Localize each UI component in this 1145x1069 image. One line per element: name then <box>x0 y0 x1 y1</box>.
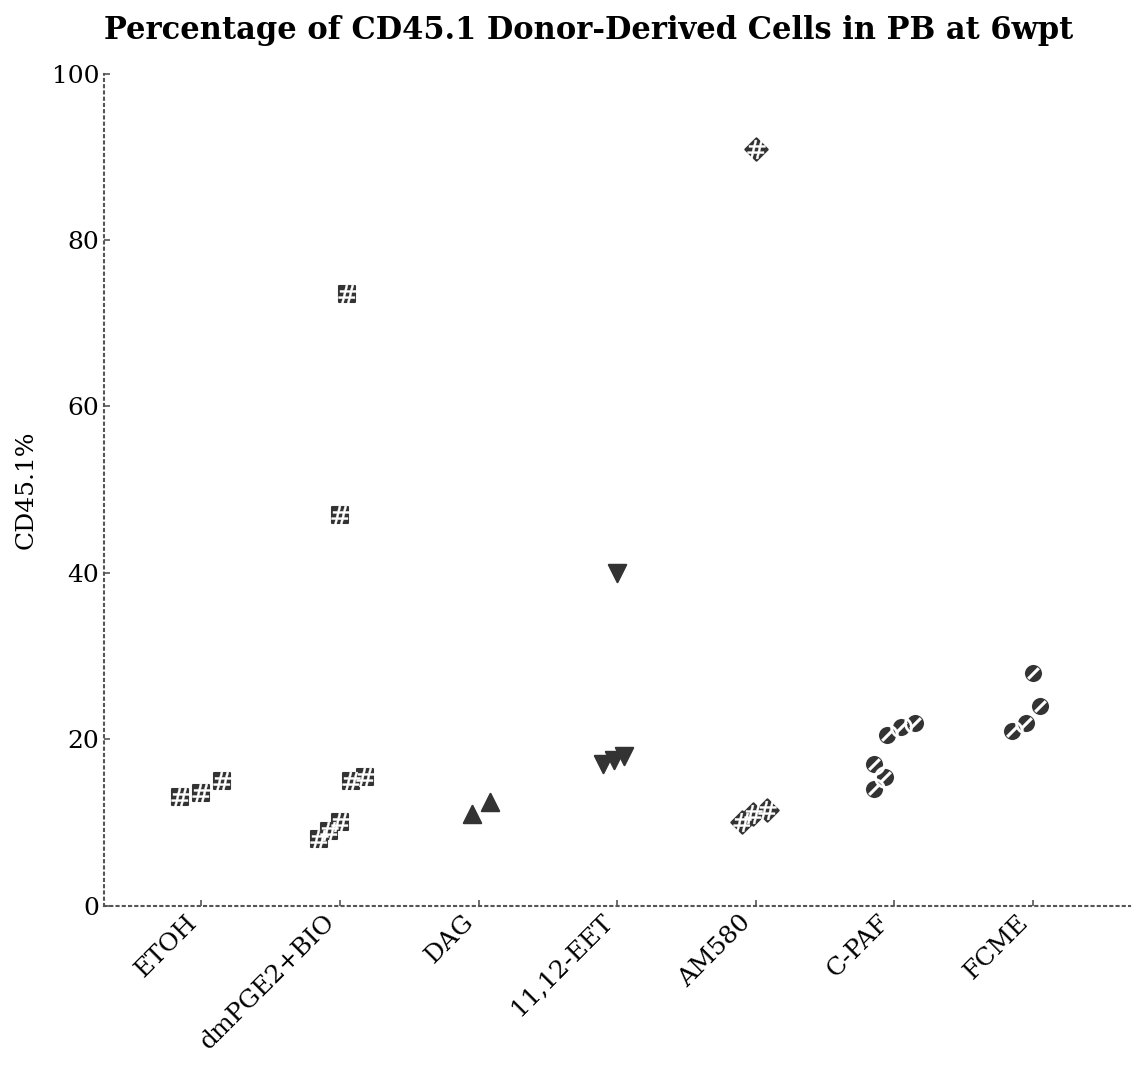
Point <box>906 714 924 731</box>
Point <box>172 789 190 806</box>
Point <box>906 714 924 731</box>
Point <box>758 802 776 819</box>
Point <box>310 831 329 848</box>
Point <box>594 756 613 773</box>
Point <box>342 772 361 789</box>
Point <box>864 756 883 773</box>
Point <box>744 806 763 823</box>
Point <box>192 785 211 802</box>
Point <box>463 806 481 823</box>
Point <box>876 769 894 786</box>
Point <box>1003 723 1021 740</box>
Point <box>1017 714 1035 731</box>
Point <box>1003 723 1021 740</box>
Point <box>733 814 751 831</box>
Point <box>608 564 626 582</box>
Point <box>213 772 231 789</box>
Point <box>864 756 883 773</box>
Point <box>864 780 883 797</box>
Point <box>876 769 894 786</box>
Point <box>747 140 765 157</box>
Point <box>606 752 624 769</box>
Point <box>331 814 349 831</box>
Point <box>172 789 190 806</box>
Y-axis label: CD45.1%: CD45.1% <box>15 431 38 548</box>
Point <box>1024 664 1042 681</box>
Text: Percentage of CD45.1 Donor-Derived Cells in PB at 6wpt: Percentage of CD45.1 Donor-Derived Cells… <box>104 15 1074 46</box>
Point <box>331 506 349 523</box>
Point <box>331 814 349 831</box>
Point <box>615 747 633 764</box>
Point <box>481 793 499 810</box>
Point <box>758 802 776 819</box>
Point <box>331 506 349 523</box>
Point <box>878 727 897 744</box>
Point <box>1030 697 1049 714</box>
Point <box>356 769 374 786</box>
Point <box>319 822 338 839</box>
Point <box>744 806 763 823</box>
Point <box>319 822 338 839</box>
Point <box>892 718 910 735</box>
Point <box>342 772 361 789</box>
Point <box>747 140 765 157</box>
Point <box>864 780 883 797</box>
Point <box>338 285 356 303</box>
Point <box>878 727 897 744</box>
Point <box>1024 664 1042 681</box>
Point <box>356 769 374 786</box>
Point <box>338 285 356 303</box>
Point <box>192 785 211 802</box>
Point <box>892 718 910 735</box>
Point <box>733 814 751 831</box>
Point <box>213 772 231 789</box>
Point <box>1017 714 1035 731</box>
Point <box>1030 697 1049 714</box>
Point <box>310 831 329 848</box>
